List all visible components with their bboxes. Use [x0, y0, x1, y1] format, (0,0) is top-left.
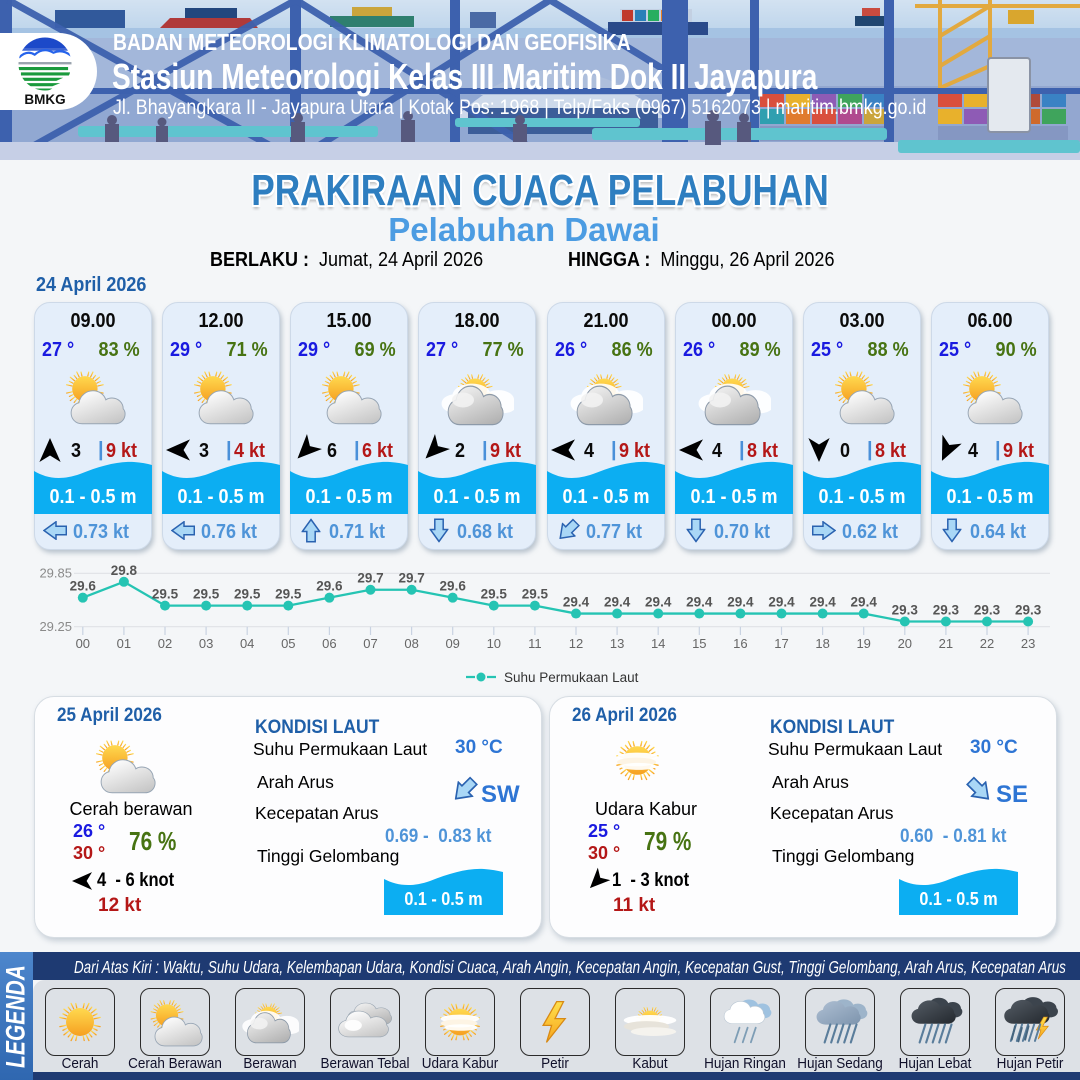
svg-text:03: 03	[199, 636, 213, 651]
svg-text:00: 00	[76, 636, 90, 651]
svg-text:15: 15	[692, 636, 706, 651]
svg-text:29.5: 29.5	[193, 587, 220, 602]
svg-text:29.8: 29.8	[111, 563, 138, 578]
svg-text:29.4: 29.4	[686, 595, 713, 610]
svg-text:29.5: 29.5	[275, 587, 302, 602]
svg-text:29.4: 29.4	[809, 595, 836, 610]
svg-text:29.5: 29.5	[522, 587, 549, 602]
svg-text:14: 14	[651, 636, 665, 651]
svg-text:06: 06	[322, 636, 336, 651]
svg-text:29.5: 29.5	[234, 587, 261, 602]
svg-text:29.4: 29.4	[645, 595, 672, 610]
svg-text:29.4: 29.4	[727, 595, 754, 610]
svg-text:29.5: 29.5	[152, 587, 179, 602]
svg-text:29.6: 29.6	[316, 579, 343, 594]
svg-text:08: 08	[404, 636, 418, 651]
svg-text:11: 11	[528, 636, 542, 651]
svg-text:23: 23	[1021, 636, 1035, 651]
svg-text:13: 13	[610, 636, 624, 651]
svg-text:07: 07	[363, 636, 377, 651]
svg-text:12: 12	[569, 636, 583, 651]
svg-text:05: 05	[281, 636, 295, 651]
svg-text:29.3: 29.3	[933, 603, 960, 618]
svg-text:29.4: 29.4	[604, 595, 631, 610]
svg-text:29.3: 29.3	[974, 603, 1001, 618]
svg-text:29.6: 29.6	[70, 579, 97, 594]
svg-text:02: 02	[158, 636, 172, 651]
svg-text:29.7: 29.7	[398, 571, 424, 586]
svg-text:29.4: 29.4	[851, 595, 878, 610]
svg-text:29.85: 29.85	[39, 566, 72, 581]
svg-text:21: 21	[939, 636, 953, 651]
svg-text:29.4: 29.4	[563, 595, 590, 610]
svg-text:04: 04	[240, 636, 254, 651]
svg-text:Suhu Permukaan Laut: Suhu Permukaan Laut	[504, 670, 639, 685]
svg-text:09: 09	[445, 636, 459, 651]
svg-text:29.25: 29.25	[39, 619, 72, 634]
svg-text:01: 01	[117, 636, 131, 651]
svg-text:10: 10	[487, 636, 501, 651]
svg-text:17: 17	[774, 636, 788, 651]
svg-text:19: 19	[856, 636, 870, 651]
svg-text:29.3: 29.3	[1015, 603, 1042, 618]
svg-text:29.7: 29.7	[357, 571, 383, 586]
svg-text:20: 20	[898, 636, 912, 651]
svg-text:29.5: 29.5	[481, 587, 508, 602]
svg-text:22: 22	[980, 636, 994, 651]
svg-text:18: 18	[815, 636, 829, 651]
svg-text:29.4: 29.4	[768, 595, 795, 610]
svg-text:29.6: 29.6	[440, 579, 467, 594]
svg-text:16: 16	[733, 636, 747, 651]
svg-text:29.3: 29.3	[892, 603, 919, 618]
